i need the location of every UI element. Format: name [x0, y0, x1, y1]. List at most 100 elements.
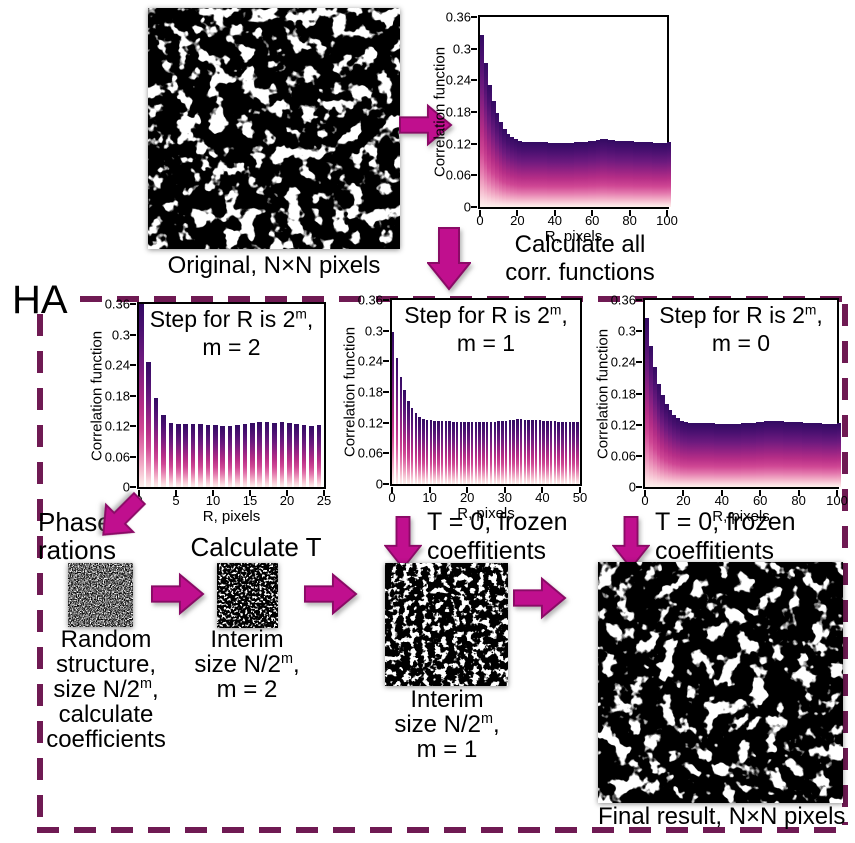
chart-plot-area: 0 0.06 0.12 0.18 0.24 0.3 0.36 0 10 20 30 40 50 [358, 294, 588, 505]
x-tick-label: 15 [242, 493, 258, 508]
bar [504, 420, 508, 484]
bar [516, 419, 519, 484]
bar [767, 420, 773, 487]
bar [667, 142, 672, 207]
y-tick-label: 0.36 [357, 292, 383, 308]
y-tick-mark [383, 299, 389, 301]
bar [309, 425, 314, 487]
bar [543, 142, 548, 207]
x-tick-label: 20 [459, 490, 475, 505]
bar [444, 421, 448, 484]
bar [227, 425, 233, 487]
bar [422, 418, 425, 484]
original-image-label: Original, N×N pixels [167, 252, 381, 279]
bar [675, 418, 681, 487]
bar [497, 421, 500, 484]
y-tick-mark [471, 16, 477, 18]
x-tick-mark [644, 490, 646, 496]
calc-all-corr-label: Calculate all corr. functions [505, 231, 655, 286]
bar [566, 142, 571, 207]
bar [153, 398, 159, 487]
chart-m0: 0 0.06 0.12 0.18 0.24 0.3 0.36 0 20 40 60 80 100 Ste… [595, 294, 848, 525]
bar [418, 417, 421, 484]
final-result-image [598, 562, 843, 803]
bar [568, 422, 572, 484]
bar [534, 420, 538, 484]
x-tick-mark [503, 487, 506, 493]
bar [698, 423, 704, 487]
bar [595, 139, 601, 207]
bar [459, 421, 463, 484]
bar [528, 142, 533, 207]
bar [474, 422, 478, 484]
bar [821, 423, 827, 487]
bar [549, 421, 553, 484]
bar [455, 421, 459, 484]
bar [679, 420, 684, 487]
bar [536, 142, 541, 207]
bar [683, 421, 688, 487]
bar [399, 376, 402, 484]
bar [725, 423, 731, 487]
y-tick-mark [383, 452, 389, 455]
x-tick-label: 60 [752, 493, 768, 508]
bar [607, 139, 612, 207]
x-tick-label: 40 [547, 213, 563, 228]
y-tick-mark [130, 394, 136, 397]
chart-m1: 0 0.06 0.12 0.18 0.24 0.3 0.36 0 10 20 30 40 50 Step… [342, 294, 588, 522]
x-tick-mark [553, 210, 556, 216]
bar [287, 422, 292, 487]
bar [294, 423, 299, 487]
bar [833, 423, 838, 487]
x-tick-mark [175, 490, 177, 496]
y-tick-mark [636, 392, 642, 395]
bar [663, 142, 668, 207]
bar [829, 423, 834, 487]
x-tick-label: 10 [205, 493, 221, 508]
bar [637, 141, 642, 207]
bar [572, 422, 575, 484]
y-tick-mark [383, 421, 389, 424]
y-tick-mark [471, 111, 477, 113]
y-tick-mark [383, 329, 389, 332]
bar [483, 63, 489, 207]
x-tick-mark [759, 490, 762, 496]
x-tick-label: 100 [826, 493, 848, 508]
random-structure-image [68, 563, 133, 627]
x-tick-mark [516, 210, 519, 216]
ha-box-right-border [842, 304, 848, 825]
bar [614, 140, 619, 207]
y-tick-label: 0 [628, 479, 636, 495]
bar [527, 419, 530, 484]
y-tick-label: 0.3 [111, 327, 130, 342]
bar [146, 362, 151, 487]
bar [710, 423, 715, 487]
bar [176, 423, 181, 487]
bar [813, 423, 819, 487]
y-tick-label: 0.12 [104, 418, 130, 434]
x-tick-mark [628, 210, 631, 216]
chart-m2: 00.060.120.180.240.30.360510152025 Step … [89, 298, 332, 525]
bar [756, 422, 761, 487]
bar [645, 318, 650, 487]
bar [810, 423, 815, 487]
y-tick-label: 0.06 [610, 448, 636, 464]
bar [410, 408, 414, 484]
y-tick-mark [130, 303, 136, 305]
bar [272, 422, 277, 487]
y-tick-label: 0.18 [610, 386, 636, 401]
bar [760, 421, 765, 487]
y-tick-label: 0.12 [610, 417, 636, 433]
bar [547, 142, 552, 207]
bar [764, 421, 769, 487]
x-tick-label: 50 [572, 490, 588, 505]
bar [633, 141, 638, 207]
bar [806, 422, 811, 487]
y-tick-label: 0.12 [445, 136, 471, 152]
bar [660, 395, 665, 487]
bar [161, 415, 166, 487]
bar [190, 424, 196, 487]
bar [741, 423, 746, 487]
interim-m2-image [217, 563, 278, 628]
bar [588, 141, 593, 207]
